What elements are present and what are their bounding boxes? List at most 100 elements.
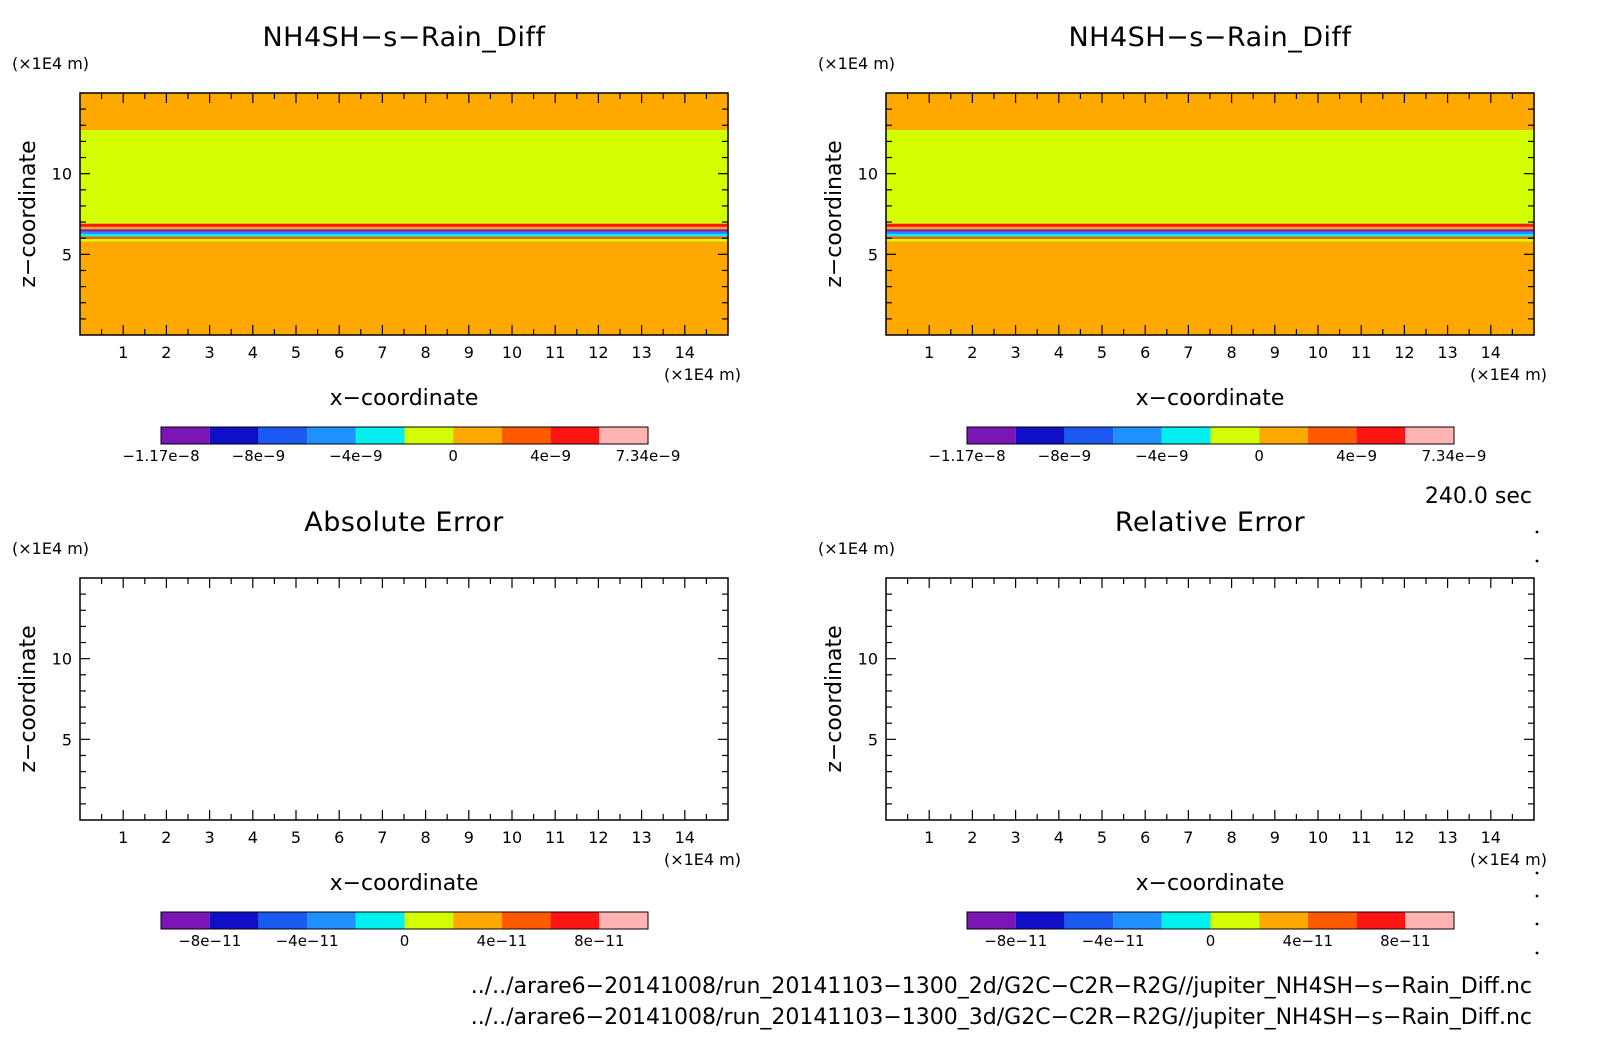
x-tick-label: 7	[1183, 828, 1193, 847]
colorbar-swatch	[599, 912, 648, 929]
contour-band	[886, 236, 1534, 240]
colorbar-swatch	[550, 912, 600, 929]
x-axis-label: x−coordinate	[330, 871, 479, 896]
x-tick-label: 9	[464, 828, 474, 847]
y-tick-label: 10	[858, 650, 878, 669]
x-tick-label: 6	[1140, 343, 1150, 362]
x-tick-label: 10	[1308, 828, 1328, 847]
colorbar-label: −8e−11	[984, 932, 1047, 950]
x-tick-label: 13	[1437, 343, 1457, 362]
edge-dot	[1535, 894, 1539, 898]
colorbar-label: −4e−11	[276, 932, 339, 950]
panel-title: Absolute Error	[304, 507, 504, 538]
contour-band	[886, 239, 1534, 242]
colorbar-label: −4e−9	[329, 447, 382, 465]
colorbar-swatch	[1064, 912, 1114, 929]
colorbar-swatch	[1210, 912, 1260, 929]
colorbar-label: 4e−11	[477, 932, 527, 950]
x-tick-label: 2	[967, 343, 977, 362]
colorbar-label: −8e−11	[178, 932, 241, 950]
x-tick-label: 3	[1011, 343, 1021, 362]
colorbar-swatch	[501, 427, 551, 444]
colorbar-label: 4e−9	[530, 447, 571, 465]
colorbar-swatch	[1161, 427, 1211, 444]
x-tick-label: 5	[291, 828, 301, 847]
footer-path-3d: ../../arare6−20141008/run_20141103−1300_…	[471, 1005, 1532, 1030]
x-axis-label: x−coordinate	[1136, 386, 1285, 411]
x-tick-label: 5	[1097, 828, 1107, 847]
colorbar-swatch	[550, 427, 600, 444]
x-tick-label: 11	[545, 828, 565, 847]
plot-frame	[79, 577, 729, 821]
x-tick-label: 1	[118, 343, 128, 362]
colorbar-swatch	[1307, 912, 1357, 929]
x-tick-label: 10	[1308, 343, 1328, 362]
colorbar-swatch	[1064, 427, 1114, 444]
y-tick-label: 10	[858, 165, 878, 184]
y-tick-label: 10	[52, 650, 72, 669]
x-tick-label: 8	[1227, 343, 1237, 362]
x-tick-label: 8	[421, 828, 431, 847]
contour-band	[886, 93, 1534, 131]
colorbar-swatch	[1356, 912, 1406, 929]
colorbar-swatch	[1259, 912, 1308, 929]
x-tick-label: 13	[1437, 828, 1457, 847]
edge-dot	[1535, 559, 1539, 563]
x-tick-label: 8	[1227, 828, 1237, 847]
colorbar-swatch	[1210, 427, 1260, 444]
colorbar-swatch	[453, 912, 502, 929]
x-tick-label: 12	[588, 343, 608, 362]
colorbar-swatch	[307, 912, 356, 929]
colorbar-label: −8e−9	[232, 447, 285, 465]
edge-dot	[1535, 922, 1539, 926]
x-tick-label: 12	[588, 828, 608, 847]
x-unit-label: (×1E4 m)	[1470, 365, 1547, 384]
colorbar-label: 7.34e−9	[616, 447, 681, 465]
colorbar-frame	[966, 911, 1455, 930]
x-tick-label: 7	[1183, 343, 1193, 362]
panel-title: NH4SH−s−Rain_Diff	[1068, 22, 1352, 53]
x-tick-label: 1	[924, 343, 934, 362]
x-unit-label: (×1E4 m)	[664, 365, 741, 384]
y-axis-label: z−coordinate	[16, 140, 41, 287]
x-tick-label: 9	[1270, 828, 1280, 847]
panel-1: NH4SH−s−Rain_Diff(×1E4 m)(×1E4 m)1 2 3 4 5 6 7…	[12, 22, 741, 465]
colorbar-swatch	[1015, 912, 1065, 929]
colorbar-label: 4e−11	[1283, 932, 1333, 950]
contour-band	[80, 226, 728, 230]
y-axis-label: z−coordinate	[822, 625, 847, 772]
colorbar-frame	[160, 426, 649, 445]
colorbar-label: −1.17e−8	[928, 447, 1005, 465]
y-tick-label: 5	[868, 730, 878, 749]
contour-band	[80, 223, 728, 227]
contour-band	[80, 241, 728, 335]
colorbar-swatch	[355, 912, 405, 929]
x-unit-label: (×1E4 m)	[664, 850, 741, 869]
colorbar-label: −4e−11	[1082, 932, 1145, 950]
colorbar-label: 8e−11	[1380, 932, 1430, 950]
colorbar-swatch	[1259, 427, 1308, 444]
y-axis-label: z−coordinate	[16, 625, 41, 772]
x-unit-label: (×1E4 m)	[1470, 850, 1547, 869]
colorbar-swatch	[258, 912, 308, 929]
contour-band	[886, 229, 1534, 232]
contour-band	[80, 234, 728, 237]
colorbar-label: 0	[400, 932, 410, 950]
colorbar-swatch	[355, 427, 405, 444]
x-tick-label: 14	[675, 343, 695, 362]
x-tick-label: 11	[1351, 828, 1371, 847]
x-tick-label: 5	[1097, 343, 1107, 362]
colorbar-swatch	[1405, 912, 1454, 929]
colorbar-swatch	[599, 427, 648, 444]
colorbar-swatch	[1356, 427, 1406, 444]
z-unit-label: (×1E4 m)	[12, 54, 89, 73]
z-unit-label: (×1E4 m)	[12, 539, 89, 558]
time-label: 240.0 sec	[1425, 484, 1532, 509]
colorbar-swatch	[258, 427, 308, 444]
x-axis-label: x−coordinate	[330, 386, 479, 411]
x-tick-label: 13	[631, 343, 651, 362]
x-tick-label: 8	[421, 343, 431, 362]
contour-band	[80, 236, 728, 240]
panel-title: NH4SH−s−Rain_Diff	[262, 22, 546, 53]
